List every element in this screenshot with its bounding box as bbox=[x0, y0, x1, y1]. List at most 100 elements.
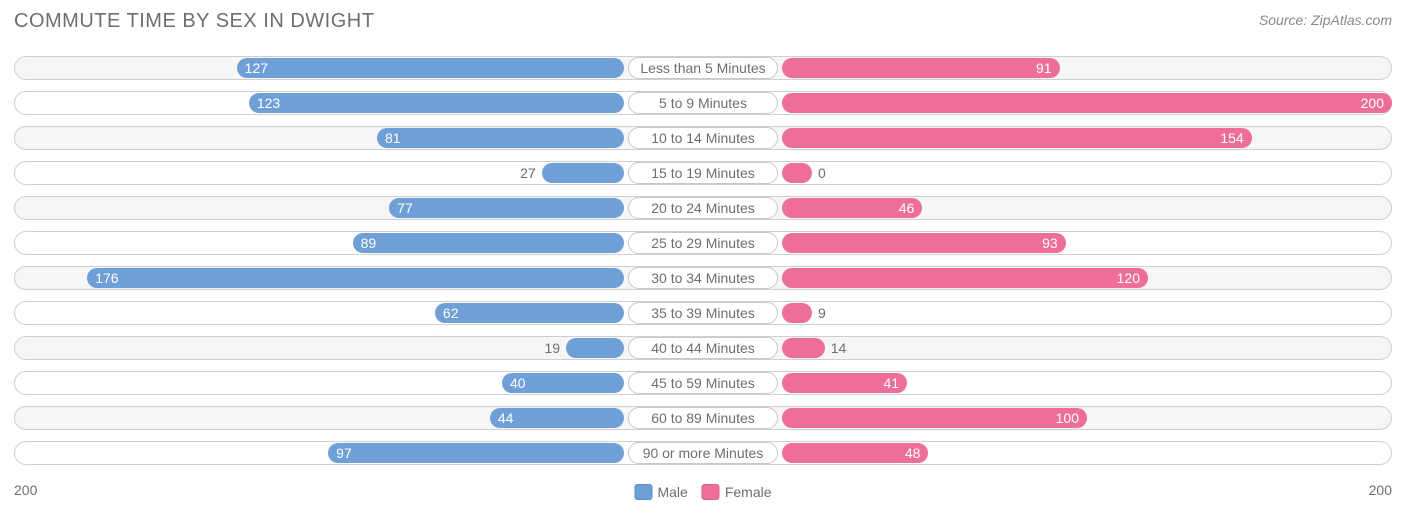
chart-row: 899325 to 29 Minutes bbox=[14, 225, 1392, 260]
female-bar: 120 bbox=[782, 268, 1148, 288]
female-bar bbox=[782, 163, 812, 183]
category-label: 40 to 44 Minutes bbox=[628, 337, 778, 359]
male-half: 97 bbox=[14, 435, 624, 470]
legend: Male Female bbox=[634, 484, 771, 500]
male-bar: 62 bbox=[435, 303, 624, 323]
female-value: 41 bbox=[883, 375, 899, 391]
legend-swatch bbox=[702, 484, 720, 500]
female-bar bbox=[782, 303, 812, 323]
female-half: 200 bbox=[782, 85, 1392, 120]
female-bar: 100 bbox=[782, 408, 1087, 428]
female-half: 0 bbox=[782, 155, 1392, 190]
male-value: 27 bbox=[514, 165, 542, 181]
female-half: 46 bbox=[782, 190, 1392, 225]
female-bar: 48 bbox=[782, 443, 928, 463]
female-half: 120 bbox=[782, 260, 1392, 295]
female-bar: 154 bbox=[782, 128, 1252, 148]
category-label: Less than 5 Minutes bbox=[628, 57, 778, 79]
chart-row: 97 48 90 or more Minutes bbox=[14, 435, 1392, 470]
female-half: 14 bbox=[782, 330, 1392, 365]
category-label: 5 to 9 Minutes bbox=[628, 92, 778, 114]
male-bar: 176 bbox=[87, 268, 624, 288]
female-value: 0 bbox=[812, 165, 832, 181]
category-label: 60 to 89 Minutes bbox=[628, 407, 778, 429]
chart-container: COMMUTE TIME BY SEX IN DWIGHT Source: Zi… bbox=[0, 0, 1406, 522]
male-bar bbox=[542, 163, 624, 183]
male-bar bbox=[566, 338, 624, 358]
chart-row: 8115410 to 14 Minutes bbox=[14, 120, 1392, 155]
chart-footer: 200 Male Female 200 bbox=[14, 472, 1392, 502]
axis-max-left: 200 bbox=[14, 482, 37, 498]
chart-row: 62935 to 39 Minutes bbox=[14, 295, 1392, 330]
female-half: 93 bbox=[782, 225, 1392, 260]
legend-label: Male bbox=[657, 484, 687, 500]
male-bar: 77 bbox=[389, 198, 624, 218]
male-value: 44 bbox=[498, 410, 514, 426]
female-bar: 46 bbox=[782, 198, 922, 218]
male-value: 89 bbox=[361, 235, 377, 251]
chart-row: 17612030 to 34 Minutes bbox=[14, 260, 1392, 295]
category-label: 20 to 24 Minutes bbox=[628, 197, 778, 219]
plot-area: 127 91 Less than 5 Minutes 123 200 5 to 9 Min… bbox=[14, 50, 1392, 470]
female-bar: 91 bbox=[782, 58, 1060, 78]
male-value: 81 bbox=[385, 130, 401, 146]
chart-source: Source: ZipAtlas.com bbox=[1259, 10, 1392, 28]
male-half: 44 bbox=[14, 400, 624, 435]
male-half: 40 bbox=[14, 365, 624, 400]
legend-swatch bbox=[634, 484, 652, 500]
male-bar: 40 bbox=[502, 373, 624, 393]
female-value: 120 bbox=[1117, 270, 1140, 286]
female-value: 100 bbox=[1056, 410, 1079, 426]
female-bar: 93 bbox=[782, 233, 1066, 253]
female-bar bbox=[782, 338, 825, 358]
chart-row: 123 200 5 to 9 Minutes bbox=[14, 85, 1392, 120]
female-half: 48 bbox=[782, 435, 1392, 470]
female-value: 93 bbox=[1042, 235, 1058, 251]
male-value: 97 bbox=[336, 445, 352, 461]
male-value: 127 bbox=[245, 60, 268, 76]
male-bar: 97 bbox=[328, 443, 624, 463]
legend-label: Female bbox=[725, 484, 772, 500]
male-half: 77 bbox=[14, 190, 624, 225]
male-value: 62 bbox=[443, 305, 459, 321]
male-bar: 81 bbox=[377, 128, 624, 148]
male-bar: 44 bbox=[490, 408, 624, 428]
axis-max-right: 200 bbox=[1369, 482, 1392, 498]
male-half: 176 bbox=[14, 260, 624, 295]
chart-header: COMMUTE TIME BY SEX IN DWIGHT Source: Zi… bbox=[14, 10, 1392, 50]
male-value: 19 bbox=[538, 340, 566, 356]
female-value: 154 bbox=[1220, 130, 1243, 146]
legend-item: Female bbox=[702, 484, 772, 500]
female-value: 9 bbox=[812, 305, 832, 321]
category-label: 15 to 19 Minutes bbox=[628, 162, 778, 184]
female-value: 46 bbox=[899, 200, 915, 216]
female-half: 41 bbox=[782, 365, 1392, 400]
chart-row: 127 91 Less than 5 Minutes bbox=[14, 50, 1392, 85]
male-value: 176 bbox=[95, 270, 118, 286]
male-half: 89 bbox=[14, 225, 624, 260]
male-half: 19 bbox=[14, 330, 624, 365]
chart-row: 77 46 20 to 24 Minutes bbox=[14, 190, 1392, 225]
chart-row: 40 41 45 to 59 Minutes bbox=[14, 365, 1392, 400]
legend-item: Male bbox=[634, 484, 687, 500]
male-half: 27 bbox=[14, 155, 624, 190]
male-value: 40 bbox=[510, 375, 526, 391]
female-value: 14 bbox=[825, 340, 853, 356]
female-half: 100 bbox=[782, 400, 1392, 435]
male-half: 123 bbox=[14, 85, 624, 120]
male-value: 123 bbox=[257, 95, 280, 111]
male-value: 77 bbox=[397, 200, 413, 216]
category-label: 90 or more Minutes bbox=[628, 442, 778, 464]
female-half: 91 bbox=[782, 50, 1392, 85]
male-half: 127 bbox=[14, 50, 624, 85]
female-value: 91 bbox=[1036, 60, 1052, 76]
female-value: 48 bbox=[905, 445, 921, 461]
chart-title: COMMUTE TIME BY SEX IN DWIGHT bbox=[14, 10, 374, 33]
female-half: 9 bbox=[782, 295, 1392, 330]
chart-row: 44 100 60 to 89 Minutes bbox=[14, 400, 1392, 435]
male-bar: 127 bbox=[237, 58, 624, 78]
category-label: 45 to 59 Minutes bbox=[628, 372, 778, 394]
male-half: 62 bbox=[14, 295, 624, 330]
female-value: 200 bbox=[1361, 95, 1384, 111]
female-bar: 200 bbox=[782, 93, 1392, 113]
